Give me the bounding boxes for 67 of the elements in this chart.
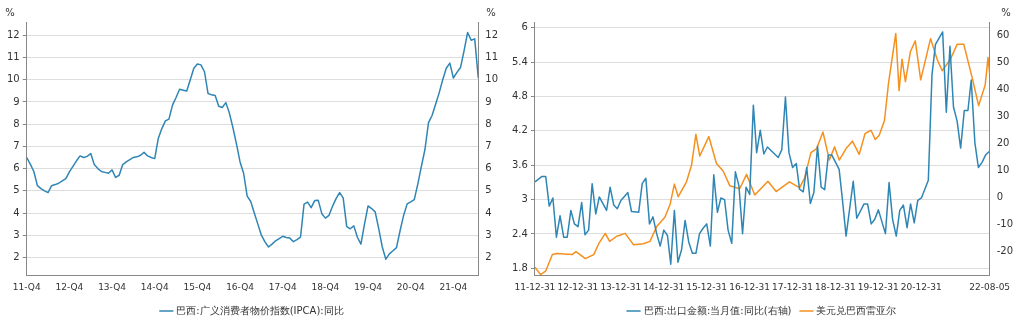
x-tick-label: 11-Q4 [12, 281, 41, 292]
y2-axis-title: % [1001, 6, 1011, 18]
y-tick-label: 7 [13, 139, 20, 151]
y2-tick-label: 8 [485, 117, 492, 129]
x-tick-label: 16-12-31 [729, 281, 771, 292]
y-tick-label: 10 [6, 73, 20, 85]
x-tick-label: 14-Q4 [140, 281, 169, 292]
y-axis-title: % [5, 6, 15, 18]
y-tick-label: 1.8 [512, 261, 528, 273]
x-tick-label: 12-Q4 [55, 281, 84, 292]
y-tick-label: 2 [13, 251, 20, 263]
y-tick-label: 4.2 [512, 124, 528, 136]
x-tick-label: 12-12-31 [557, 281, 599, 292]
x-tick-label: 22-08-05 [969, 281, 1011, 292]
x-tick-label: 16-Q4 [226, 281, 255, 292]
x-tick-label: 20-Q4 [396, 281, 425, 292]
y2-tick-label: 5 [485, 184, 492, 196]
y2-tick-label: -20 [996, 245, 1014, 257]
y2-tick-label: 2 [485, 251, 492, 263]
x-tick-label: 14-12-31 [643, 281, 685, 292]
y2-tick-label: 30 [996, 110, 1010, 122]
y-tick-label: 4.8 [512, 90, 528, 102]
y-tick-label: 5.4 [512, 55, 528, 67]
legend-label: 巴西:出口金额:当月值:同比(右轴) [643, 304, 792, 316]
y2-tick-label: 11 [485, 51, 499, 63]
y-tick-label: 12 [6, 28, 20, 40]
x-tick-label: 15-12-31 [686, 281, 728, 292]
y2-tick-label: 6 [485, 162, 492, 174]
x-tick-label: 15-Q4 [183, 281, 212, 292]
x-tick-label: 20-12-31 [900, 281, 942, 292]
y-tick-label: 4 [13, 206, 20, 218]
x-tick-label: 18-12-31 [814, 281, 856, 292]
y-tick-label: 3.6 [512, 158, 528, 170]
legend-label: 美元兑巴西雷亚尔 [816, 304, 897, 316]
x-tick-label: 21-Q4 [439, 281, 468, 292]
y-tick-label: 8 [13, 117, 20, 129]
y2-tick-label: 20 [996, 137, 1010, 149]
y-tick-label: 5 [13, 184, 20, 196]
y2-tick-label: 10 [996, 164, 1010, 176]
y-tick-label: 6 [521, 21, 528, 33]
y2-axis-title: % [486, 6, 496, 18]
x-tick-label: 17-12-31 [772, 281, 813, 292]
y-tick-label: 11 [6, 51, 20, 63]
y2-tick-label: 10 [485, 73, 499, 85]
y-tick-label: 6 [13, 162, 20, 174]
x-tick-label: 18-Q4 [311, 281, 340, 292]
y2-tick-label: 50 [996, 56, 1010, 68]
y2-tick-label: 40 [996, 83, 1010, 95]
x-tick-label: 17-Q4 [268, 281, 297, 292]
y2-tick-label: 12 [485, 28, 499, 40]
x-tick-label: 13-Q4 [98, 281, 127, 292]
x-tick-label: 13-12-31 [600, 281, 642, 292]
y-tick-label: 2.4 [512, 227, 528, 239]
y2-tick-label: -10 [996, 218, 1014, 230]
x-tick-label: 19-Q4 [354, 281, 383, 292]
x-tick-label: 19-12-31 [857, 281, 899, 292]
y2-tick-label: 4 [485, 206, 492, 218]
x-tick-label: 11-12-31 [514, 281, 556, 292]
y2-tick-label: 9 [485, 95, 492, 107]
y-tick-label: 3 [13, 228, 20, 240]
y2-tick-label: 7 [485, 139, 492, 151]
y2-tick-label: 0 [996, 191, 1004, 203]
y-tick-label: 3 [521, 193, 528, 205]
y-tick-label: 9 [13, 95, 20, 107]
legend-label: 巴西:广义消费者物价指数(IPCA):同比 [176, 304, 344, 316]
y2-tick-label: 3 [485, 228, 492, 240]
y2-tick-label: 60 [996, 29, 1010, 41]
